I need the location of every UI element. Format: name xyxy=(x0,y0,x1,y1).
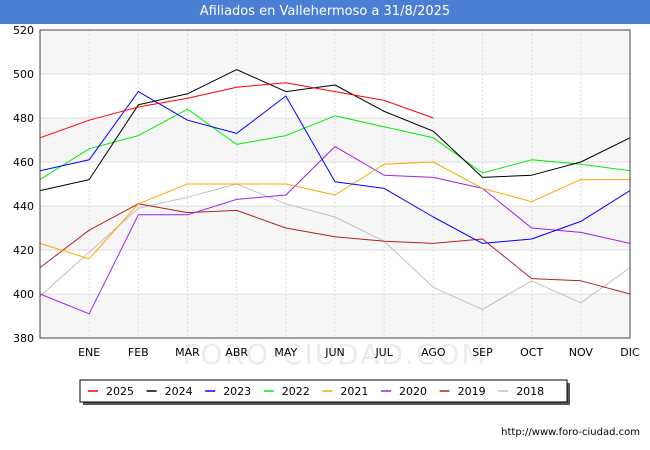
x-tick-label: DIC xyxy=(620,346,640,359)
legend-label-2022: 2022 xyxy=(282,385,310,398)
series-line-2022 xyxy=(39,108,631,181)
x-tick-label: AGO xyxy=(421,346,446,359)
x-tick-label: SEP xyxy=(472,346,493,359)
x-tick-label: OCT xyxy=(520,346,543,359)
watermark: FORO-CIUDAD.COM xyxy=(182,338,487,371)
x-tick-label: JUN xyxy=(324,346,345,359)
x-tick-label: JUL xyxy=(374,346,393,359)
series-lines xyxy=(39,69,631,315)
y-tick-label: 460 xyxy=(13,156,34,169)
legend-label-2023: 2023 xyxy=(223,385,251,398)
y-tick-label: 500 xyxy=(13,68,34,81)
y-tick-label: 400 xyxy=(13,288,34,301)
series-line-2021 xyxy=(39,161,630,260)
legend-label-2018: 2018 xyxy=(516,385,544,398)
legend-label-2024: 2024 xyxy=(165,385,193,398)
x-tick-label: NOV xyxy=(569,346,594,359)
series-line-2020 xyxy=(39,146,631,315)
x-tick-label: MAY xyxy=(274,346,297,359)
plot-frame xyxy=(39,29,631,339)
x-axis: ENE FEB MAR ABR MAY JUN JUL AGO SEP OCT NOV DIC xyxy=(78,346,640,359)
x-tick-label: FEB xyxy=(128,346,149,359)
legend-label-2019: 2019 xyxy=(458,385,486,398)
series-line-2025 xyxy=(39,82,434,139)
x-tick-label: ABR xyxy=(225,346,248,359)
y-tick-label: 380 xyxy=(13,332,34,345)
x-tick-label: ENE xyxy=(78,346,100,359)
series-line-2023 xyxy=(39,91,631,244)
legend-label-2025: 2025 xyxy=(106,385,134,398)
y-tick-label: 520 xyxy=(13,24,34,37)
series-line-2024 xyxy=(39,69,631,192)
footer-url: http://www.foro-ciudad.com xyxy=(501,427,640,438)
legend-label-2021: 2021 xyxy=(340,385,368,398)
x-tick-label: MAR xyxy=(175,346,200,359)
legend: 2025 2024 2023 2022 2021 2020 2019 2018 xyxy=(79,379,570,405)
y-tick-label: 420 xyxy=(13,244,34,257)
y-tick-label: 480 xyxy=(13,112,34,125)
y-axis: 380 400 420 440 460 480 500 520 xyxy=(13,24,34,345)
series-line-2018 xyxy=(39,183,631,310)
y-tick-label: 440 xyxy=(13,200,34,213)
legend-label-2020: 2020 xyxy=(399,385,427,398)
chart-title: Afiliados en Vallehermoso a 31/8/2025 xyxy=(0,0,650,24)
